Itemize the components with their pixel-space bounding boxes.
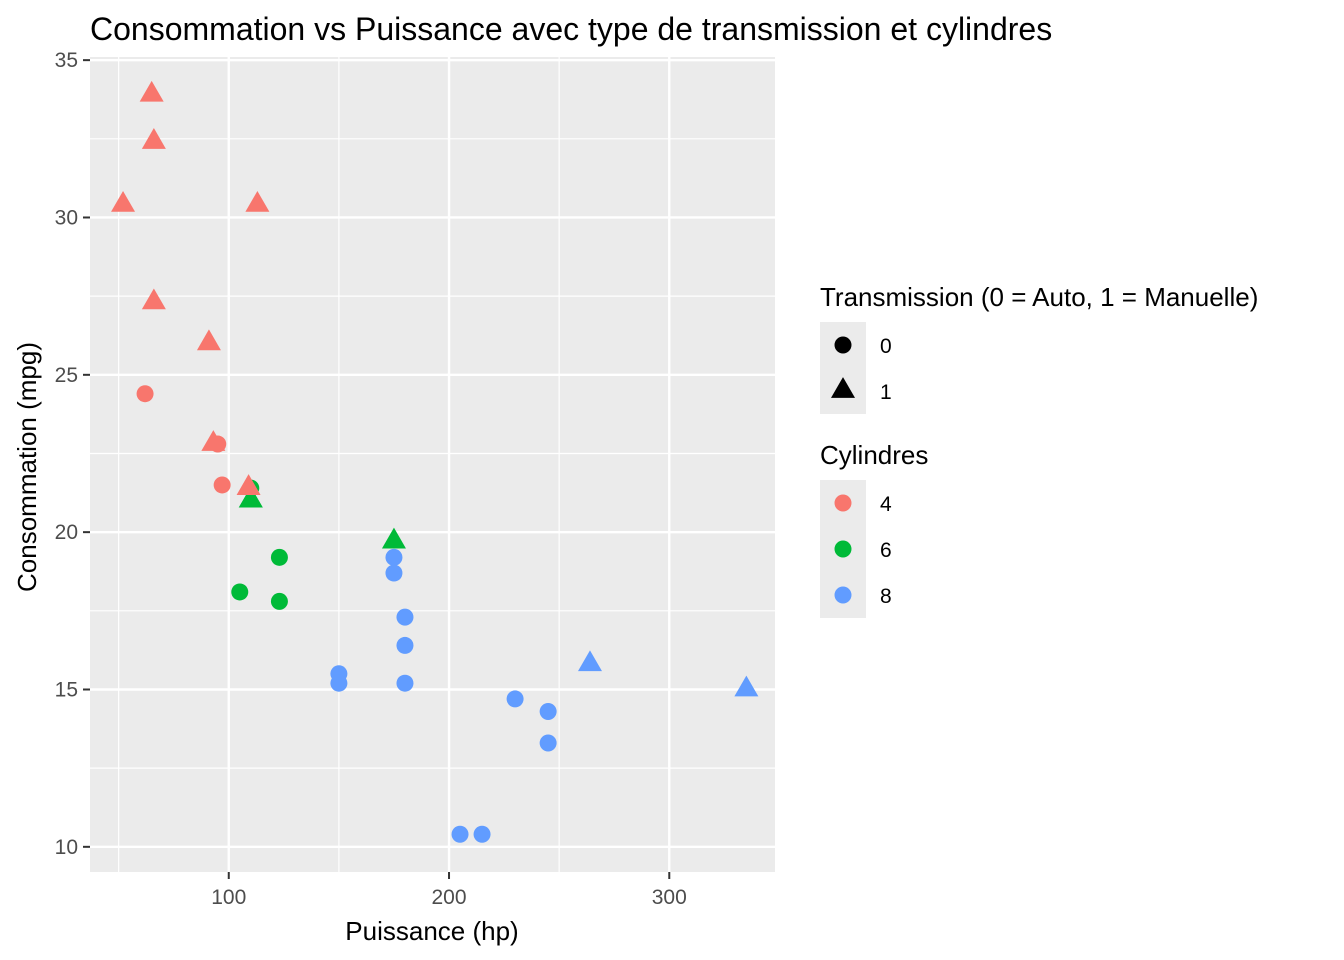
x-tick-label: 200 <box>431 886 466 909</box>
legend-entry-label: 4 <box>880 493 892 516</box>
data-point-circle <box>270 548 288 566</box>
y-tick-label: 20 <box>55 521 78 544</box>
data-point-triangle <box>141 128 166 149</box>
legends: Transmission (0 = Auto, 1 = Manuelle) 0 1 C… <box>820 282 1258 618</box>
legend-title: Transmission (0 = Auto, 1 = Manuelle) <box>820 282 1258 312</box>
y-tick-label: 15 <box>55 678 78 701</box>
legend-color-swatch <box>834 586 852 604</box>
chart-title: Consommation vs Puissance avec type de t… <box>90 11 1052 47</box>
data-point-triangle <box>141 288 166 310</box>
legend-entry-label: 1 <box>880 381 892 404</box>
data-point-triangle <box>196 329 221 351</box>
y-tick-label: 10 <box>55 836 78 859</box>
plot-panel <box>90 57 775 872</box>
data-point-circle <box>396 636 414 654</box>
x-tick-label: 300 <box>652 886 687 909</box>
grid-major <box>90 57 775 872</box>
data-point-circle <box>330 674 348 692</box>
legend-entry-label: 6 <box>880 539 892 562</box>
data-point-circle <box>213 476 231 494</box>
data-point-triangle <box>139 80 164 102</box>
data-point-circle <box>136 385 154 403</box>
y-tick-label: 30 <box>55 206 78 229</box>
data-point-circle <box>385 564 403 582</box>
y-axis-title: Consommation (mpg) <box>12 342 42 592</box>
y-axis: 10 15 20 25 30 35 <box>55 49 90 859</box>
data-point-circle <box>396 674 414 692</box>
x-tick-label: 100 <box>211 886 246 909</box>
data-point-circle <box>209 435 227 453</box>
data-point-triangle <box>245 190 270 212</box>
data-point-circle <box>396 608 414 626</box>
data-point-triangle <box>577 650 602 672</box>
data-point-triangle <box>236 474 261 495</box>
legend-circle-icon <box>834 336 852 354</box>
data-point-triangle <box>734 675 759 697</box>
data-points <box>111 80 759 843</box>
data-point-triangle <box>381 527 406 549</box>
y-tick-label: 35 <box>55 49 78 72</box>
y-tick-label: 25 <box>55 364 78 387</box>
legend-entry-label: 0 <box>880 335 892 358</box>
data-point-circle <box>385 548 403 566</box>
data-point-circle <box>270 592 288 610</box>
data-point-circle <box>539 703 557 721</box>
legend-triangle-icon <box>831 377 855 398</box>
legend-title: Cylindres <box>820 440 928 470</box>
data-point-triangle <box>111 190 136 212</box>
legend-color-swatch <box>834 540 852 558</box>
data-point-circle <box>451 825 469 843</box>
grid-minor <box>90 57 775 872</box>
legend-entry-label: 8 <box>880 585 892 608</box>
data-point-triangle <box>238 486 263 508</box>
data-point-circle <box>231 583 249 601</box>
x-axis: 100 200 300 <box>211 872 687 909</box>
data-point-circle <box>473 825 491 843</box>
legend-color-swatch <box>834 494 852 512</box>
data-point-circle <box>506 690 524 708</box>
data-point-circle <box>539 734 557 752</box>
x-axis-title: Puissance (hp) <box>345 916 518 946</box>
